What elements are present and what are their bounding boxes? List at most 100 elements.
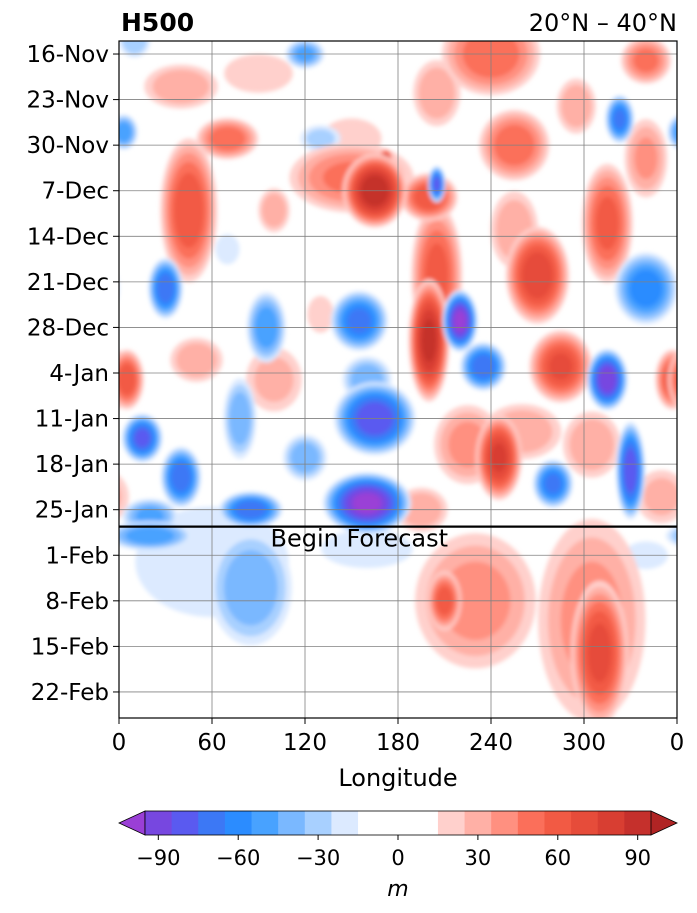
colorbar-segment: [624, 811, 652, 835]
contour-fill-11: [676, 41, 677, 44]
x-tick-label: 0: [670, 730, 685, 756]
contour-fill-12: [152, 69, 210, 104]
contour-fill-46: [675, 371, 677, 388]
contour-fill-50: [544, 473, 562, 494]
colorbar-tick-label: −60: [216, 846, 260, 870]
contour-fill-5: [321, 529, 413, 568]
contour-fill-40: [595, 196, 619, 250]
y-tick-label: 15-Feb: [31, 634, 109, 660]
contour-fill-34: [119, 121, 132, 143]
y-tick-label: 18-Jan: [35, 452, 109, 478]
contour-fill-38: [676, 533, 677, 538]
contour-fill-38: [670, 528, 677, 543]
y-tick-label: 14-Dec: [27, 224, 109, 250]
colorbar-tick-label: 90: [624, 846, 651, 870]
y-tick-label: 7-Dec: [42, 179, 109, 205]
y-tick-label: 23-Nov: [27, 88, 109, 114]
colorbar-segment: [464, 811, 492, 835]
colorbar-label: m: [387, 877, 408, 902]
y-tick-label: 16-Nov: [27, 42, 109, 68]
chart-subtitle: 20°N – 40°N: [529, 9, 677, 37]
contour-fill-2: [693, 507, 697, 617]
contour-fill-31: [633, 48, 659, 73]
y-tick-label: 4-Jan: [49, 361, 109, 387]
contour-fill-46: [119, 363, 136, 396]
y-tick-label: 21-Dec: [27, 270, 109, 296]
colorbar-tick-label: 0: [391, 846, 404, 870]
y-tick-label: 11-Jan: [35, 407, 109, 433]
y-tick-label: 28-Dec: [27, 315, 109, 341]
contour-fill-14: [561, 84, 592, 128]
colorbar-segment: [278, 811, 306, 835]
contour-fill-44: [629, 269, 663, 308]
contour-fill-58: [433, 177, 441, 192]
contour-fill-66: [454, 310, 466, 332]
contour-fill-67: [352, 492, 382, 514]
y-tick-label: 25-Jan: [35, 498, 109, 524]
colorbar-segment: [358, 811, 439, 835]
contour-fill-11: [122, 41, 147, 54]
colorbar: −90 −60 −30 0 30 60 90: [118, 810, 678, 870]
contour-fill-7: [215, 234, 240, 265]
anomaly-field: [119, 28, 697, 718]
contour-fill-35: [209, 126, 246, 151]
contour-fill-38: [684, 527, 697, 544]
colorbar-segment: [597, 811, 625, 835]
contour-fill-1: [307, 296, 334, 333]
contour-fill-19: [569, 419, 615, 471]
contour-fill-16: [261, 193, 287, 228]
colorbar-segment: [437, 811, 466, 835]
contour-fill-51: [587, 623, 612, 683]
contour-fill-38: [125, 527, 175, 545]
contour-fill-52: [522, 251, 553, 299]
colorbar-segment: [145, 811, 173, 835]
colorbar-segment: [198, 811, 226, 835]
contour-fill-65: [598, 366, 616, 393]
colorbar-tick-label: 60: [544, 846, 571, 870]
colorbar-extend-high: [650, 810, 678, 836]
colorbar-segment: [571, 811, 599, 835]
contour-fill-11: [680, 28, 697, 54]
x-tick-label: 300: [562, 730, 606, 756]
x-axis-label: Longitude: [338, 764, 457, 792]
y-tick-label: 22-Feb: [31, 680, 109, 706]
y-tick-label: 1-Feb: [45, 543, 109, 569]
contour-fill-59: [134, 428, 150, 448]
colorbar-tick-label: −30: [296, 846, 340, 870]
contour-fill-43: [173, 172, 204, 248]
colorbar-segment: [544, 811, 572, 835]
x-tick-label: 0: [112, 730, 127, 756]
contour-fill-4: [224, 54, 293, 93]
contour-fill-34: [673, 123, 677, 141]
contour-fill-53: [157, 273, 174, 303]
colorbar-segment: [251, 811, 279, 835]
contour-fills: [119, 28, 697, 718]
contour-fill-10: [643, 477, 677, 516]
x-tick-label: 120: [283, 730, 327, 756]
y-tick-label: 8-Feb: [45, 589, 109, 615]
colorbar-extend-low: [118, 810, 146, 836]
y-axis: 16-Nov 23-Nov 30-Nov 7-Dec 14-Dec 21-Dec 28-De…: [27, 42, 119, 706]
contour-fill-9: [254, 357, 294, 402]
x-tick-label: 60: [197, 730, 226, 756]
contour-fill-13: [418, 67, 456, 119]
grid-lines: [118, 41, 678, 718]
contour-fill-49: [347, 308, 371, 334]
colorbar-segment: [331, 811, 359, 835]
x-axis: 0 60 120 180 240 300 0: [112, 718, 685, 756]
contour-fill-62: [624, 448, 637, 493]
contour-fill-46: [673, 364, 677, 395]
contour-fill-38: [665, 525, 677, 546]
x-tick-label: 240: [469, 730, 513, 756]
forecast-label: Begin Forecast: [270, 525, 448, 553]
contour-fill-32: [136, 507, 164, 525]
contour-fill-47: [549, 353, 573, 380]
x-tick-label: 180: [376, 730, 420, 756]
contour-fill-54: [472, 354, 495, 379]
contour-fill-21: [634, 137, 658, 180]
colorbar-segment: [224, 811, 253, 835]
colorbar-tick-label: −90: [136, 846, 180, 870]
contour-fill-17: [176, 343, 217, 377]
y-tick-label: 30-Nov: [27, 133, 109, 159]
